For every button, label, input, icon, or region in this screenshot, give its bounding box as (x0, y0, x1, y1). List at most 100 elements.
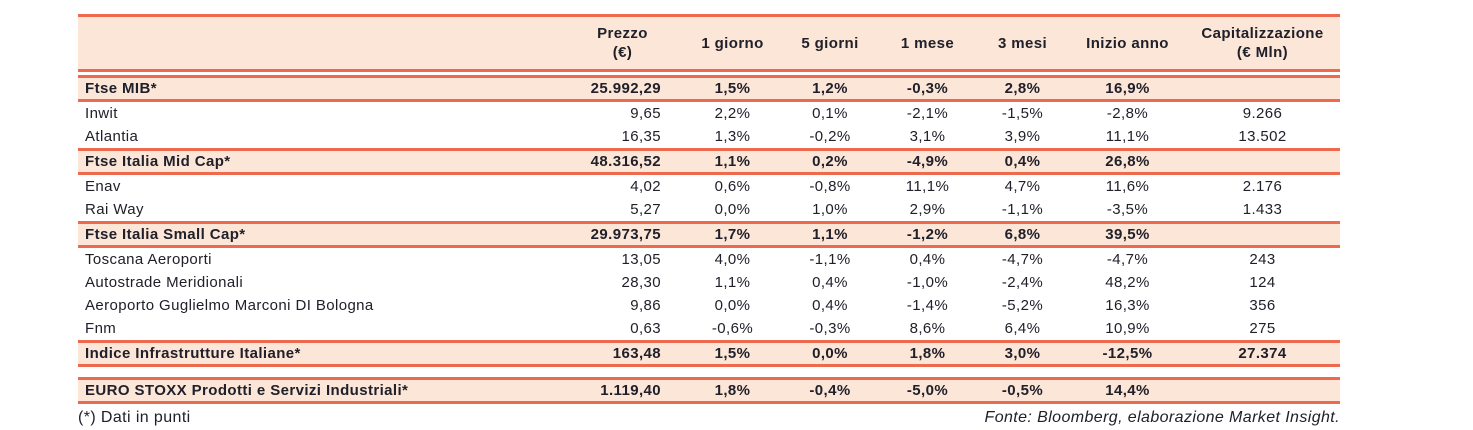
cell-1mese: 0,4% (909, 251, 946, 268)
row-label: EURO STOXX Prodotti e Servizi Industrial… (85, 382, 409, 399)
cell-1mese: 8,6% (909, 320, 946, 337)
cell-1giorno: 1,1% (714, 274, 751, 291)
table-source: Fonte: Bloomberg, elaborazione Market In… (984, 409, 1340, 426)
cell-capitalizzazione: 2.176 (1242, 178, 1283, 195)
column-header-capitalizzazione-label: Capitalizzazione (1201, 25, 1324, 42)
cell-prezzo: 48.316,52 (590, 153, 661, 170)
cell-3mesi: 3,9% (1004, 128, 1041, 145)
cell-1giorno: 1,1% (714, 153, 751, 170)
cell-1giorno: 1,5% (714, 345, 751, 362)
cell-prezzo: 0,63 (630, 320, 661, 337)
cell-inizio-anno: 16,9% (1105, 80, 1150, 97)
cell-1mese: -4,9% (906, 153, 949, 170)
cell-prezzo: 163,48 (612, 345, 661, 362)
cell-1giorno: 4,0% (714, 251, 751, 268)
row-label: Ftse Italia Small Cap* (85, 226, 246, 243)
cell-3mesi: 3,0% (1004, 345, 1041, 362)
double-rule-gap (78, 72, 1340, 75)
cell-inizio-anno: 14,4% (1105, 382, 1150, 399)
cell-1mese: 1,8% (909, 345, 946, 362)
column-header-5giorni: 5 giorni (801, 34, 859, 52)
table-row: EURO STOXX Prodotti e Servizi Industrial… (78, 377, 1340, 404)
cell-5giorni: -0,3% (809, 320, 851, 337)
column-header-3mesi: 3 mesi (997, 34, 1048, 52)
cell-1mese: -5,0% (906, 382, 949, 399)
cell-3mesi: -4,7% (1001, 251, 1044, 268)
column-header-1giorno: 1 giorno (701, 34, 764, 52)
cell-prezzo: 16,35 (621, 128, 661, 145)
cell-3mesi: 0,4% (1004, 153, 1041, 170)
column-header-prezzo-label: Prezzo (597, 25, 648, 42)
cell-inizio-anno: 10,9% (1105, 320, 1150, 337)
row-label: Rai Way (85, 201, 144, 218)
cell-5giorni: 1,2% (812, 80, 848, 97)
cell-inizio-anno: 48,2% (1105, 274, 1150, 291)
row-label: Enav (85, 178, 121, 195)
table-row: Indice Infrastrutture Italiane* 163,48 1… (78, 340, 1340, 367)
cell-1mese: -1,2% (906, 226, 949, 243)
cell-5giorni: 0,4% (812, 274, 848, 291)
cell-inizio-anno: 11,1% (1105, 128, 1150, 145)
cell-5giorni: 1,0% (812, 201, 848, 218)
cell-5giorni: 0,2% (812, 153, 848, 170)
cell-1giorno: 0,0% (714, 297, 751, 314)
table-row: Rai Way 5,27 0,0% 1,0% 2,9% -1,1% -3,5% … (78, 198, 1340, 221)
cell-5giorni: -0,2% (809, 128, 851, 145)
table-row: Ftse MIB* 25.992,29 1,5% 1,2% -0,3% 2,8%… (78, 75, 1340, 102)
row-label: Ftse MIB* (85, 80, 157, 97)
cell-3mesi: -5,2% (1001, 297, 1044, 314)
cell-prezzo: 29.973,75 (590, 226, 661, 243)
cell-5giorni: 0,0% (812, 345, 848, 362)
cell-5giorni: 0,1% (812, 105, 848, 122)
row-label: Ftse Italia Mid Cap* (85, 153, 231, 170)
cell-1mese: 3,1% (909, 128, 946, 145)
cell-inizio-anno: -4,7% (1106, 251, 1149, 268)
cell-1mese: -2,1% (906, 105, 949, 122)
table-footer: (*) Dati in punti Fonte: Bloomberg, elab… (78, 404, 1340, 427)
column-header-inizio-anno: Inizio anno (1086, 34, 1169, 52)
row-label: Fnm (85, 320, 117, 337)
table-footnote: (*) Dati in punti (78, 409, 191, 426)
row-label: Inwit (85, 105, 118, 122)
table-row: Toscana Aeroporti 13,05 4,0% -1,1% 0,4% … (78, 248, 1340, 271)
cell-capitalizzazione: 356 (1249, 297, 1276, 314)
cell-3mesi: -2,4% (1001, 274, 1044, 291)
column-header-1mese: 1 mese (900, 34, 955, 52)
cell-capitalizzazione: 275 (1249, 320, 1276, 337)
cell-prezzo: 4,02 (630, 178, 661, 195)
cell-1mese: -0,3% (906, 80, 949, 97)
table-row: Inwit 9,65 2,2% 0,1% -2,1% -1,5% -2,8% 9… (78, 102, 1340, 125)
table-row: Ftse Italia Small Cap* 29.973,75 1,7% 1,… (78, 221, 1340, 248)
column-header-capitalizzazione-unit: (€ Mln) (1236, 44, 1289, 61)
table-body: Ftse MIB* 25.992,29 1,5% 1,2% -0,3% 2,8%… (78, 75, 1340, 404)
cell-capitalizzazione: 9.266 (1242, 105, 1283, 122)
cell-1mese: 11,1% (905, 178, 950, 195)
cell-1giorno: 0,0% (714, 201, 751, 218)
cell-inizio-anno: -12,5% (1102, 345, 1153, 362)
cell-1giorno: 2,2% (714, 105, 751, 122)
cell-1giorno: 1,7% (714, 226, 751, 243)
cell-prezzo: 28,30 (621, 274, 661, 291)
row-label: Atlantia (85, 128, 139, 145)
market-table: Prezzo (€) 1 giorno 5 giorni 1 mese 3 me… (78, 14, 1340, 427)
cell-1mese: -1,4% (906, 297, 949, 314)
cell-5giorni: -0,4% (809, 382, 851, 399)
cell-capitalizzazione: 13.502 (1238, 128, 1287, 145)
table-row: Autostrade Meridionali 28,30 1,1% 0,4% -… (78, 271, 1340, 294)
cell-3mesi: -1,5% (1001, 105, 1044, 122)
cell-1giorno: -0,6% (711, 320, 754, 337)
cell-prezzo: 5,27 (630, 201, 661, 218)
cell-inizio-anno: -2,8% (1106, 105, 1149, 122)
cell-inizio-anno: 11,6% (1105, 178, 1150, 195)
cell-5giorni: -0,8% (809, 178, 851, 195)
row-label: Toscana Aeroporti (85, 251, 212, 268)
row-label: Indice Infrastrutture Italiane* (85, 345, 301, 362)
cell-1giorno: 1,3% (714, 128, 751, 145)
cell-capitalizzazione: 1.433 (1242, 201, 1283, 218)
table-row: Ftse Italia Mid Cap* 48.316,52 1,1% 0,2%… (78, 148, 1340, 175)
cell-1mese: 2,9% (909, 201, 946, 218)
cell-3mesi: 6,4% (1004, 320, 1041, 337)
cell-prezzo: 1.119,40 (600, 382, 661, 399)
cell-inizio-anno: 39,5% (1105, 226, 1150, 243)
